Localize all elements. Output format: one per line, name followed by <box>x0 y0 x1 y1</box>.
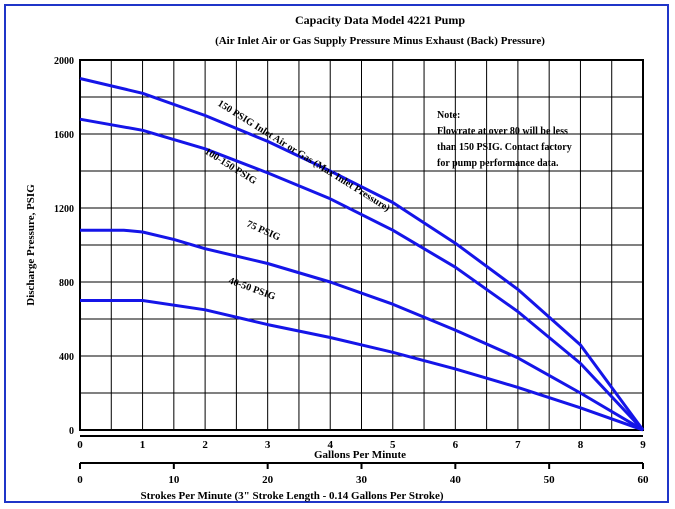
x2-axis-label: Strokes Per Minute (3" Stroke Length - 0… <box>141 490 444 502</box>
x-tick-label: 5 <box>390 439 396 451</box>
grid <box>79 59 644 431</box>
y-tick-label: 400 <box>59 352 74 363</box>
note-box: Note: Flowrate at over 80 will be less t… <box>437 110 572 169</box>
series-line-2 <box>79 117 645 432</box>
chart-title: Capacity Data Model 4221 Pump <box>295 13 465 27</box>
series-label-75psig: 75 PSIG <box>245 219 282 244</box>
x2-tick-label: 30 <box>356 474 368 486</box>
x2-tick-label: 10 <box>168 474 180 486</box>
x2-tick-label: 40 <box>450 474 462 486</box>
x-tick-label: 3 <box>265 439 271 451</box>
note-line-1: Note: <box>437 110 460 121</box>
chart-frame <box>4 4 669 503</box>
chart-subtitle: (Air Inlet Air or Gas Supply Pressure Mi… <box>215 35 545 47</box>
plot-border <box>79 59 644 431</box>
x2-tick-label: 0 <box>77 474 83 486</box>
y-tick-label: 1200 <box>54 204 74 215</box>
x-tick-label: 9 <box>640 439 646 451</box>
y-tick-label: 0 <box>69 426 74 437</box>
series-label-150psig: 150 PSIG Inlet Air or Gas (Max Inlet Pre… <box>215 98 391 214</box>
x-tick-label: 6 <box>453 439 459 451</box>
y-tick-label: 1600 <box>54 130 74 141</box>
series-line-3 <box>80 228 644 432</box>
series-label-40-50psig: 40-50 PSIG <box>227 275 277 302</box>
x-tick-label: 7 <box>515 439 521 451</box>
note-line-2: Flowrate at over 80 will be less <box>437 126 568 137</box>
x-tick-label: 1 <box>140 439 146 451</box>
x2-tick-label: 60 <box>638 474 650 486</box>
note-line-3: than 150 PSIG. Contact factory <box>437 142 572 153</box>
y-tick-label: 2000 <box>54 56 74 67</box>
note-line-4: for pump performance data. <box>437 158 559 169</box>
x2-tick-label: 20 <box>262 474 274 486</box>
series-layer <box>79 77 645 432</box>
x-tick-label: 0 <box>77 439 83 451</box>
x-tick-label: 4 <box>327 439 333 451</box>
series-line-4 <box>80 299 644 432</box>
x2-tick-label: 50 <box>544 474 556 486</box>
y-tick-label: 800 <box>59 278 74 289</box>
x2-tick-labels: 0 10 20 30 40 50 60 <box>77 463 649 486</box>
x-tick-label: 8 <box>578 439 584 451</box>
series-line-1 <box>79 77 645 431</box>
x-tick-labels: 0 1 2 3 4 5 6 7 8 9 <box>77 439 646 451</box>
x-axis-label: Gallons Per Minute <box>314 449 406 461</box>
y-tick-labels: 0 400 800 1200 1600 2000 <box>54 56 74 437</box>
y-axis-label: Discharge Pressure, PSIG <box>25 184 37 306</box>
x-tick-label: 2 <box>202 439 208 451</box>
